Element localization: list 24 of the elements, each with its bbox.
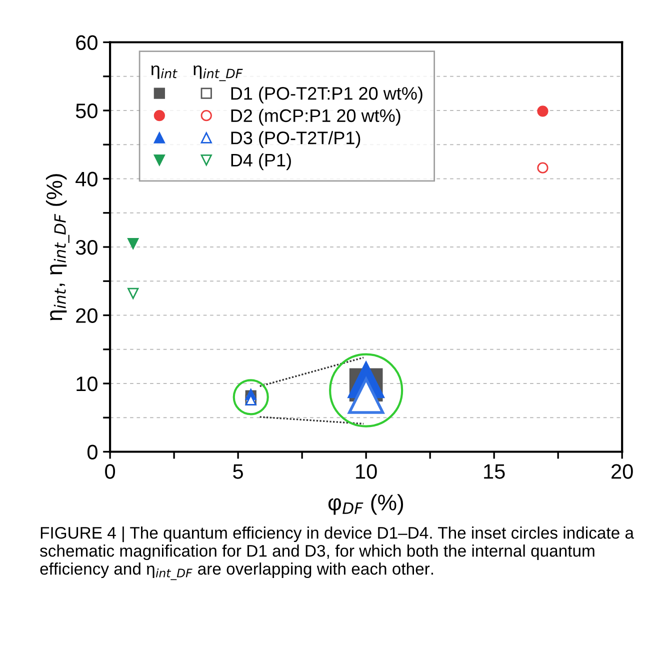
legend-label: D3 (PO-T2T/P1) — [231, 131, 360, 148]
text: η$_{int}$ η$_{int_DF}$ — [151, 65, 243, 82]
legend-label: D2 (mCP:P1 20 wt%) — [231, 108, 400, 126]
point — [537, 162, 548, 174]
point — [128, 288, 139, 299]
caption: FIGURE 4 | The quantum efficiency in device D1–D4. The inset circles indicate a schematic magnification for D1 and D3, for which both the internal quantum efficiency and η$_{int_DF}$ are overlapping with each other. — [40, 526, 634, 580]
y-axis-title: η$_{int}$, η$_{int_DF}$ (%) — [46, 174, 70, 320]
y-tick-label: 30 — [76, 240, 98, 255]
x-axis-title: φ$_{DF}$ (%) — [328, 494, 404, 515]
legend-label: D1 (PO-T2T:P1 20 wt%) — [231, 86, 422, 104]
y-tick-label: 0 — [87, 444, 98, 460]
y-tick-label: 20 — [76, 308, 98, 324]
y-tick-label: 40 — [76, 172, 98, 187]
x-tick-label: 10 — [356, 464, 377, 479]
y-tick-label: 10 — [76, 376, 98, 392]
point — [128, 238, 139, 250]
y-tick-label: 60 — [76, 35, 98, 50]
x-tick-label: 0 — [105, 464, 116, 479]
x-tick-label: 15 — [484, 464, 505, 479]
point — [537, 106, 548, 117]
x-tick-label: 5 — [233, 464, 243, 479]
y-tick-label: 50 — [76, 104, 98, 118]
x-tick-label: 20 — [612, 464, 633, 479]
legend-label: D4 (P1) — [231, 153, 291, 170]
